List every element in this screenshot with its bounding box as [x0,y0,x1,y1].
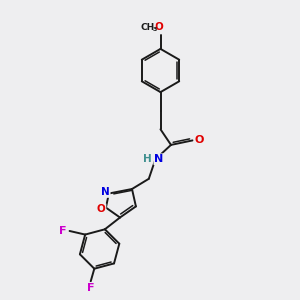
Text: F: F [59,226,67,236]
Text: 3: 3 [153,27,157,32]
Text: O: O [97,204,106,214]
Text: CH: CH [141,22,155,32]
Text: O: O [154,22,164,32]
Text: H: H [142,154,152,164]
Text: N: N [154,154,164,164]
Text: N: N [101,187,110,197]
Text: F: F [87,283,94,293]
Text: O: O [194,135,204,146]
